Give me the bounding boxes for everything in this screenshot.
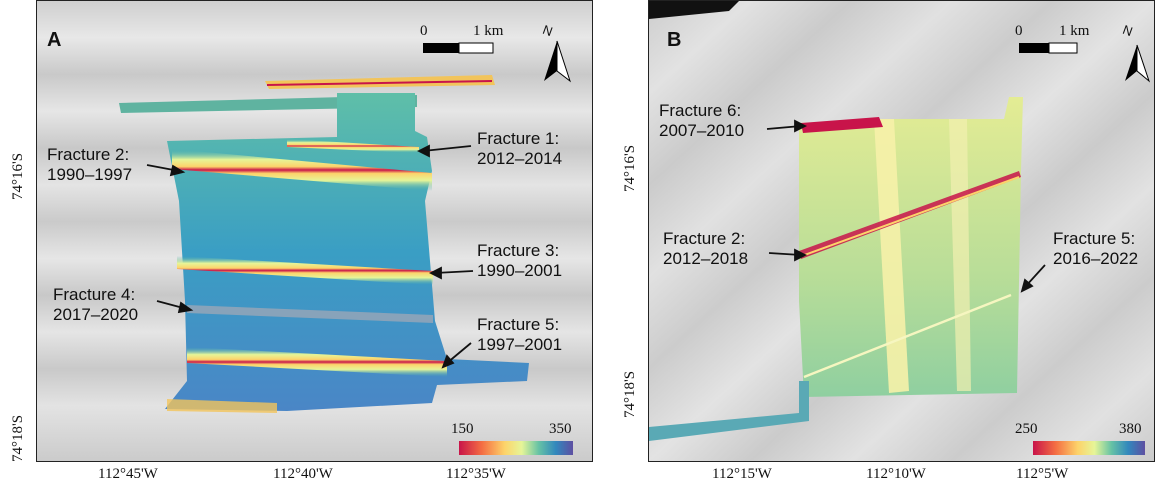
north-arrow-icon xyxy=(1125,45,1137,81)
x-tick-b-1: 112°15'W xyxy=(712,466,772,482)
colorbar-min-a: 150 xyxy=(451,421,474,437)
colorbar-max-b: 380 xyxy=(1119,421,1142,437)
scale-dist-a: 1 km xyxy=(473,23,504,39)
panel-b-canvas xyxy=(649,1,1154,461)
fracture-label-4: Fracture 4: 2017–2020 xyxy=(53,285,139,324)
colorbar-min-b: 250 xyxy=(1015,421,1038,437)
scale-zero-a: 0 xyxy=(420,23,428,39)
north-arrow-icon xyxy=(544,41,557,81)
colorbar-b xyxy=(1033,441,1145,455)
panel-a-map: A 0 1 km N 150 350 Fracture 1: 2012–2014… xyxy=(36,0,593,462)
y-tick-a-2: 74°18'S xyxy=(10,414,26,462)
y-tick-b-2: 74°18'S xyxy=(622,370,638,418)
panel-b-map: B 0 1 km N 250 380 Fracture 6: 2007–2010… xyxy=(648,0,1155,462)
y-tick-a-1: 74°16'S xyxy=(10,152,26,200)
fracture-label-3: Fracture 3: 1990–2001 xyxy=(477,241,563,280)
scale-dist-b: 1 km xyxy=(1059,23,1090,39)
fracture-bands xyxy=(167,139,447,413)
band-fracture-5 xyxy=(803,293,1012,379)
data-gap-black xyxy=(649,1,739,19)
fracture-label-b-5: Fracture 5: 2016–2022 xyxy=(1053,229,1139,268)
band-fracture-4 xyxy=(187,305,433,323)
scale-zero-b: 0 xyxy=(1015,23,1023,39)
x-tick-a-2: 112°40'W xyxy=(273,466,333,482)
panel-a-label: A xyxy=(47,29,62,51)
band-fracture-5 xyxy=(187,347,447,377)
band-fracture-1 xyxy=(287,139,419,153)
panel-b-label: B xyxy=(667,29,682,51)
panel-a-canvas xyxy=(37,1,592,461)
band-fracture-2 xyxy=(172,149,432,191)
scale-bar-black xyxy=(1019,43,1049,53)
y-tick-b-1: 74°16'S xyxy=(622,144,638,192)
fracture-label-b-2: Fracture 2: 2012–2018 xyxy=(663,229,749,268)
band-fracture-6 xyxy=(801,117,883,133)
x-tick-a-3: 112°35'W xyxy=(446,466,506,482)
fracture-label-1: Fracture 1: 2012–2014 xyxy=(477,129,563,168)
colorbar-max-a: 350 xyxy=(549,421,572,437)
x-tick-a-1: 112°45'W xyxy=(98,466,158,482)
scale-bar-white xyxy=(1048,42,1078,54)
x-tick-b-2: 112°10'W xyxy=(866,466,926,482)
scale-bar-black xyxy=(423,43,459,53)
band-fracture-3 xyxy=(177,256,433,285)
annotation-arrows xyxy=(766,119,1046,293)
annotation-arrows xyxy=(146,144,474,369)
fracture-label-6: Fracture 6: 2007–2010 xyxy=(659,101,745,140)
fracture-label-5: Fracture 5: 1997–2001 xyxy=(477,315,563,354)
x-tick-b-3: 112°5'W xyxy=(1016,466,1069,482)
bottom-strip xyxy=(649,381,809,441)
colorbar-a xyxy=(459,441,573,455)
fracture-label-2: Fracture 2: 1990–1997 xyxy=(47,145,133,184)
scale-bar-white xyxy=(458,42,494,54)
